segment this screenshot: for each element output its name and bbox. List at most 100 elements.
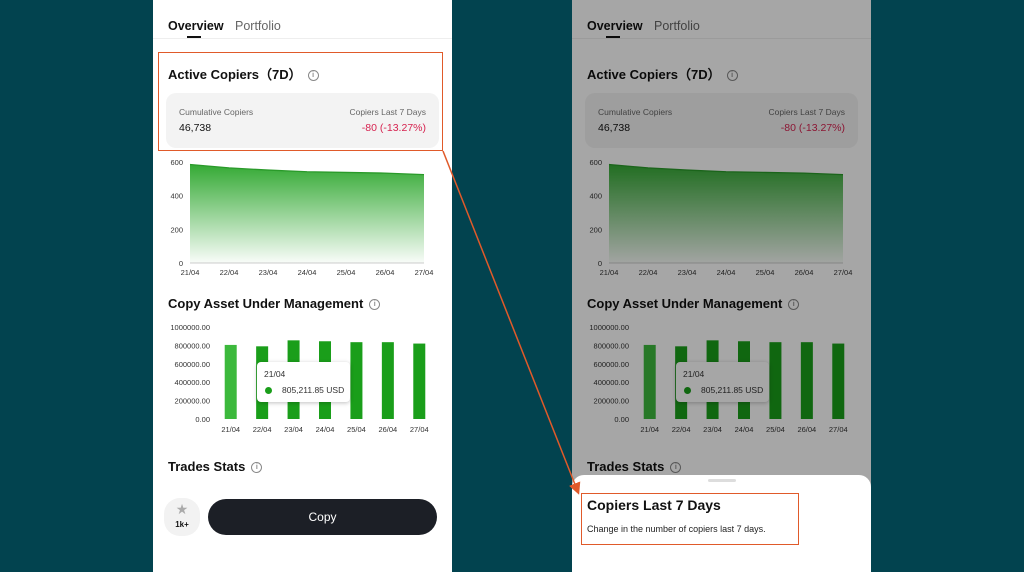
- active-copiers-heading: Active Copiers（7D） i: [587, 64, 738, 83]
- info-icon[interactable]: i: [788, 299, 800, 311]
- y-tick-label: 400: [589, 192, 602, 201]
- x-tick-label: 24/04: [735, 425, 754, 434]
- copy-aum-title: Copy Asset Under Management: [168, 296, 364, 311]
- x-tick-label: 27/04: [834, 268, 853, 277]
- x-tick-label: 21/04: [640, 425, 659, 434]
- y-tick-label: 200: [589, 225, 602, 234]
- copiers-last7-value: -80 (-13.27%): [361, 122, 426, 134]
- copy-aum-title: Copy Asset Under Management: [587, 296, 783, 311]
- bar: [643, 344, 656, 419]
- info-icon[interactable]: i: [726, 70, 738, 82]
- chart-tooltip: 21/04 805,211.85 USD: [676, 362, 769, 402]
- copiers-last7-value: -80 (-13.27%): [780, 122, 845, 134]
- y-tick-label: 1000000.00: [589, 323, 629, 332]
- cumulative-copiers-label: Cumulative Copiers: [598, 107, 673, 117]
- tab-divider: [572, 38, 871, 39]
- x-tick-label: 25/04: [337, 268, 356, 277]
- x-tick-label: 27/04: [829, 425, 848, 434]
- tab-overview[interactable]: Overview: [587, 19, 643, 33]
- y-tick-label: 0: [598, 259, 602, 268]
- active-copiers-title: Active Copiers（7D）: [168, 67, 302, 82]
- x-tick-label: 25/04: [756, 268, 775, 277]
- active-copiers-area-chart: 600 400 200 021/04 22/04 23/04 24/04 25/04 26/04…: [589, 158, 853, 277]
- area-fill: [190, 164, 424, 263]
- bar: [769, 342, 782, 419]
- x-tick-label: 22/04: [220, 268, 239, 277]
- series-line: [608, 163, 844, 176]
- series-line: [189, 163, 425, 176]
- sheet-drag-handle[interactable]: [708, 479, 736, 482]
- info-icon[interactable]: i: [670, 462, 682, 474]
- annotation-highlight-box: [581, 493, 799, 545]
- tab-divider: [153, 38, 452, 39]
- trades-stats-heading: Trades Stats i: [587, 459, 682, 474]
- active-copiers-title: Active Copiers（7D）: [587, 67, 721, 82]
- y-tick-label: 600: [170, 158, 183, 167]
- tooltip-series-dot: [684, 387, 691, 394]
- info-icon[interactable]: i: [251, 462, 263, 474]
- cumulative-copiers-value: 46,738: [598, 122, 631, 134]
- trades-stats-heading: Trades Stats i: [168, 459, 263, 474]
- x-tick-label: 24/04: [717, 268, 736, 277]
- y-tick-label: 1000000.00: [170, 323, 210, 332]
- x-tick-label: 26/04: [378, 425, 397, 434]
- cumulative-copiers-value: 46,738: [179, 122, 212, 134]
- y-tick-label: 400000.00: [594, 378, 629, 387]
- tooltip-date: 21/04: [264, 369, 286, 379]
- y-tick-label: 200: [170, 225, 183, 234]
- info-icon[interactable]: i: [369, 299, 381, 311]
- info-icon[interactable]: i: [307, 70, 319, 82]
- x-tick-label: 23/04: [678, 268, 697, 277]
- copy-aum-heading: Copy Asset Under Management i: [168, 296, 381, 311]
- copy-aum-heading: Copy Asset Under Management i: [587, 296, 800, 311]
- cumulative-copiers-label: Cumulative Copiers: [179, 107, 254, 117]
- y-tick-label: 0.00: [614, 415, 629, 424]
- area-fill: [609, 164, 843, 263]
- copier-count: 1k+: [175, 520, 189, 529]
- x-tick-label: 26/04: [797, 425, 816, 434]
- tab-portfolio[interactable]: Portfolio: [235, 19, 281, 33]
- left-app-screen: Overview Portfolio Active Copiers（7D） i C…: [153, 0, 452, 572]
- y-tick-label: 200000.00: [175, 397, 210, 406]
- sheet-title: Copiers Last 7 Days: [587, 497, 721, 513]
- tooltip-date: 21/04: [683, 369, 705, 379]
- tooltip-value: 805,211.85 USD: [701, 385, 764, 395]
- active-tab-indicator: [606, 36, 620, 38]
- x-tick-label: 27/04: [410, 425, 429, 434]
- right-app-screen: Overview Portfolio Active Copiers（7D） i C…: [572, 0, 871, 572]
- copiers-last7-label[interactable]: Copiers Last 7 Days: [349, 107, 426, 117]
- x-tick-label: 23/04: [284, 425, 303, 434]
- y-tick-label: 0.00: [195, 415, 210, 424]
- bar: [350, 342, 363, 419]
- active-tab-indicator: [187, 36, 201, 38]
- bar: [800, 342, 813, 419]
- x-tick-label: 26/04: [376, 268, 395, 277]
- y-tick-label: 600000.00: [175, 360, 210, 369]
- active-copiers-area-chart: 600 400 200 021/04 22/04 23/04 24/04 25/04 26/04…: [170, 158, 433, 277]
- bottom-sheet: Copiers Last 7 Days Change in the number…: [572, 475, 871, 572]
- y-tick-label: 600000.00: [594, 360, 629, 369]
- x-tick-label: 25/04: [766, 425, 785, 434]
- y-tick-label: 400000.00: [175, 378, 210, 387]
- trades-stats-title: Trades Stats: [587, 459, 665, 474]
- favorite-button[interactable]: ★ 1k+: [164, 498, 200, 536]
- bar: [381, 342, 394, 419]
- tab-portfolio[interactable]: Portfolio: [654, 19, 700, 33]
- bar: [413, 343, 426, 419]
- copy-button[interactable]: Copy: [208, 499, 437, 535]
- trades-stats-title: Trades Stats: [168, 459, 246, 474]
- x-tick-label: 23/04: [703, 425, 722, 434]
- tooltip-value: 805,211.85 USD: [282, 385, 345, 395]
- y-tick-label: 200000.00: [594, 397, 629, 406]
- tab-overview[interactable]: Overview: [168, 19, 224, 33]
- annotation-highlight-box: [158, 52, 443, 151]
- x-tick-label: 21/04: [181, 268, 200, 277]
- sheet-description: Change in the number of copiers last 7 d…: [587, 524, 766, 534]
- copiers-last7-label[interactable]: Copiers Last 7 Days: [768, 107, 845, 117]
- bar: [832, 343, 845, 419]
- x-tick-label: 24/04: [316, 425, 335, 434]
- copiers-stat-card: Cumulative Copiers 46,738 Copiers Last 7…: [166, 93, 439, 148]
- y-tick-label: 800000.00: [594, 341, 629, 350]
- x-tick-label: 26/04: [795, 268, 814, 277]
- x-tick-label: 21/04: [221, 425, 240, 434]
